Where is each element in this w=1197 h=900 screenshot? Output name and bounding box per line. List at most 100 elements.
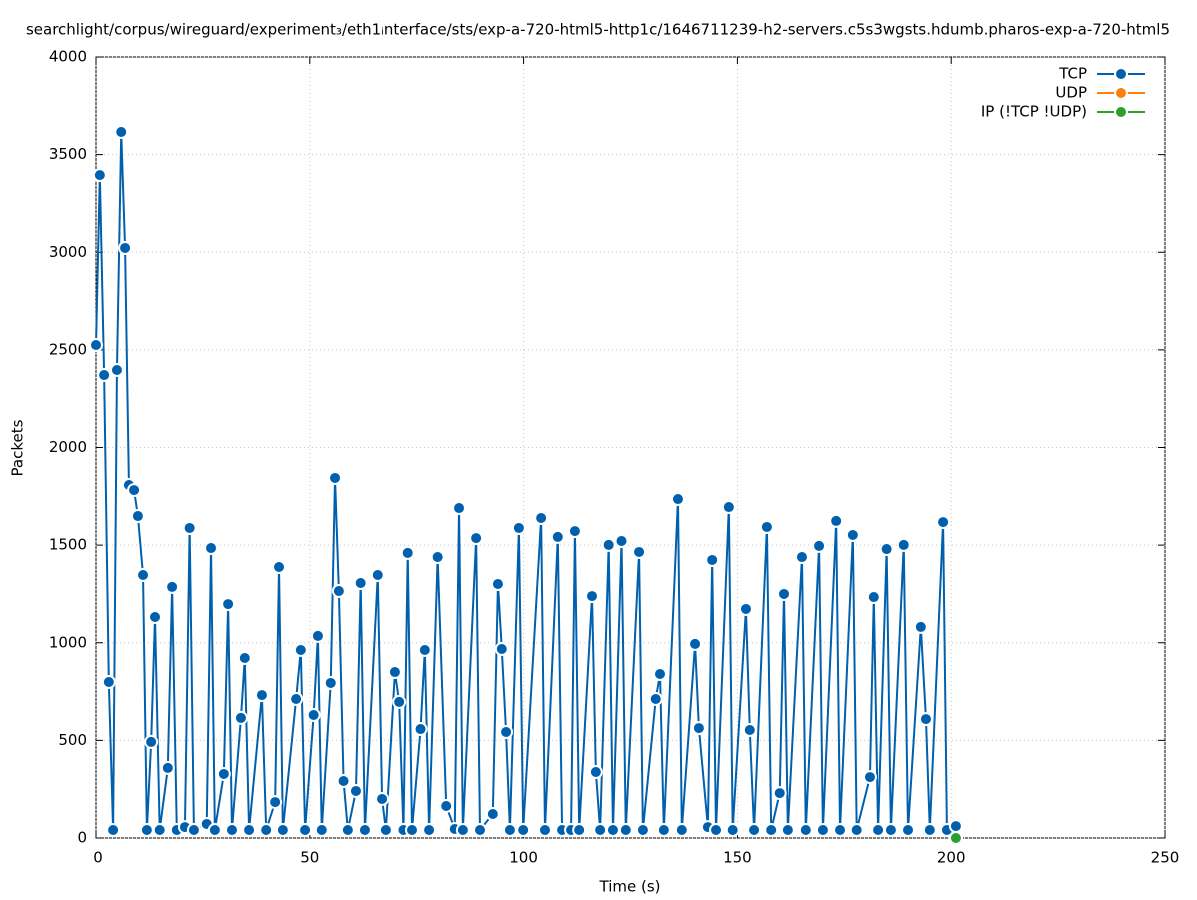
- data-point: [794, 550, 809, 565]
- data-point: [922, 822, 937, 837]
- data-point: [772, 786, 787, 801]
- chart-title: searchlight/corpus/wireguard/experiment₃…: [26, 21, 1170, 39]
- x-tick-label: 100: [509, 849, 538, 867]
- data-point: [469, 531, 484, 546]
- data-point: [272, 559, 287, 574]
- data-point: [182, 520, 197, 535]
- y-tick-label: 4000: [49, 48, 87, 66]
- data-point: [618, 822, 633, 837]
- data-point: [516, 822, 531, 837]
- data-point: [485, 806, 500, 821]
- data-point: [417, 642, 432, 657]
- data-point: [550, 529, 565, 544]
- data-point: [472, 822, 487, 837]
- data-point: [829, 513, 844, 528]
- data-point: [328, 470, 343, 485]
- y-tick-label: 1000: [49, 633, 87, 651]
- legend-marker: [1114, 86, 1128, 100]
- x-tick-label: 50: [300, 849, 319, 867]
- data-point: [413, 722, 428, 737]
- data-point: [370, 567, 385, 582]
- data-point: [688, 636, 703, 651]
- data-point: [221, 597, 236, 612]
- data-point: [635, 822, 650, 837]
- data-point: [674, 822, 689, 837]
- data-point: [323, 675, 338, 690]
- data-point: [670, 492, 685, 507]
- data-point: [242, 822, 257, 837]
- data-point: [614, 534, 629, 549]
- data-point: [348, 783, 363, 798]
- data-point: [709, 822, 724, 837]
- data-point: [866, 590, 881, 605]
- data-point: [439, 798, 454, 813]
- data-point: [871, 822, 886, 837]
- data-point: [430, 550, 445, 565]
- data-point: [511, 520, 526, 535]
- legend-label: UDP: [1055, 84, 1087, 102]
- data-point: [725, 822, 740, 837]
- data-point: [310, 628, 325, 643]
- data-point: [392, 694, 407, 709]
- data-point: [567, 524, 582, 539]
- data-point: [314, 822, 329, 837]
- data-point: [780, 822, 795, 837]
- data-point: [883, 822, 898, 837]
- legend-label: TCP: [1058, 65, 1087, 83]
- data-point: [114, 124, 129, 139]
- data-point: [160, 760, 175, 775]
- legend-label: IP (!TCP !UDP): [981, 103, 1087, 121]
- data-point: [705, 552, 720, 567]
- data-point: [537, 822, 552, 837]
- data-point: [353, 576, 368, 591]
- data-point: [237, 650, 252, 665]
- data-point: [422, 822, 437, 837]
- data-point: [742, 723, 757, 738]
- data-point: [494, 641, 509, 656]
- data-point: [455, 822, 470, 837]
- data-point: [833, 822, 848, 837]
- data-point: [298, 822, 313, 837]
- x-tick-label: 200: [937, 849, 966, 867]
- legend-marker: [1114, 67, 1128, 81]
- data-point: [588, 765, 603, 780]
- data-point: [572, 822, 587, 837]
- data-point: [136, 567, 151, 582]
- data-point: [207, 822, 222, 837]
- data-point: [109, 362, 124, 377]
- data-point: [293, 642, 308, 657]
- data-point: [738, 601, 753, 616]
- x-tick-label: 0: [93, 849, 103, 867]
- data-point: [130, 509, 145, 524]
- data-point: [306, 707, 321, 722]
- data-point: [289, 691, 304, 706]
- data-point: [632, 544, 647, 559]
- data-point: [653, 666, 668, 681]
- data-point: [378, 822, 393, 837]
- data-point: [357, 822, 372, 837]
- data-point: [948, 819, 963, 834]
- y-tick-label: 1500: [49, 536, 87, 554]
- data-point: [879, 542, 894, 557]
- data-point: [89, 337, 103, 352]
- data-point: [148, 609, 163, 624]
- y-tick-label: 3000: [49, 243, 87, 261]
- data-point: [259, 822, 274, 837]
- data-point: [268, 795, 283, 810]
- data-point: [331, 584, 346, 599]
- y-tick-label: 0: [77, 829, 87, 847]
- data-point: [812, 538, 827, 553]
- data-point: [452, 501, 467, 516]
- data-point: [601, 537, 616, 552]
- data-point: [845, 527, 860, 542]
- y-axis-label: Packets: [9, 419, 27, 476]
- data-point: [340, 822, 355, 837]
- data-point: [97, 368, 112, 383]
- data-point: [92, 168, 107, 183]
- data-point: [490, 576, 505, 591]
- y-tick-label: 3500: [49, 145, 87, 163]
- y-tick-label: 500: [58, 731, 87, 749]
- data-point: [336, 773, 351, 788]
